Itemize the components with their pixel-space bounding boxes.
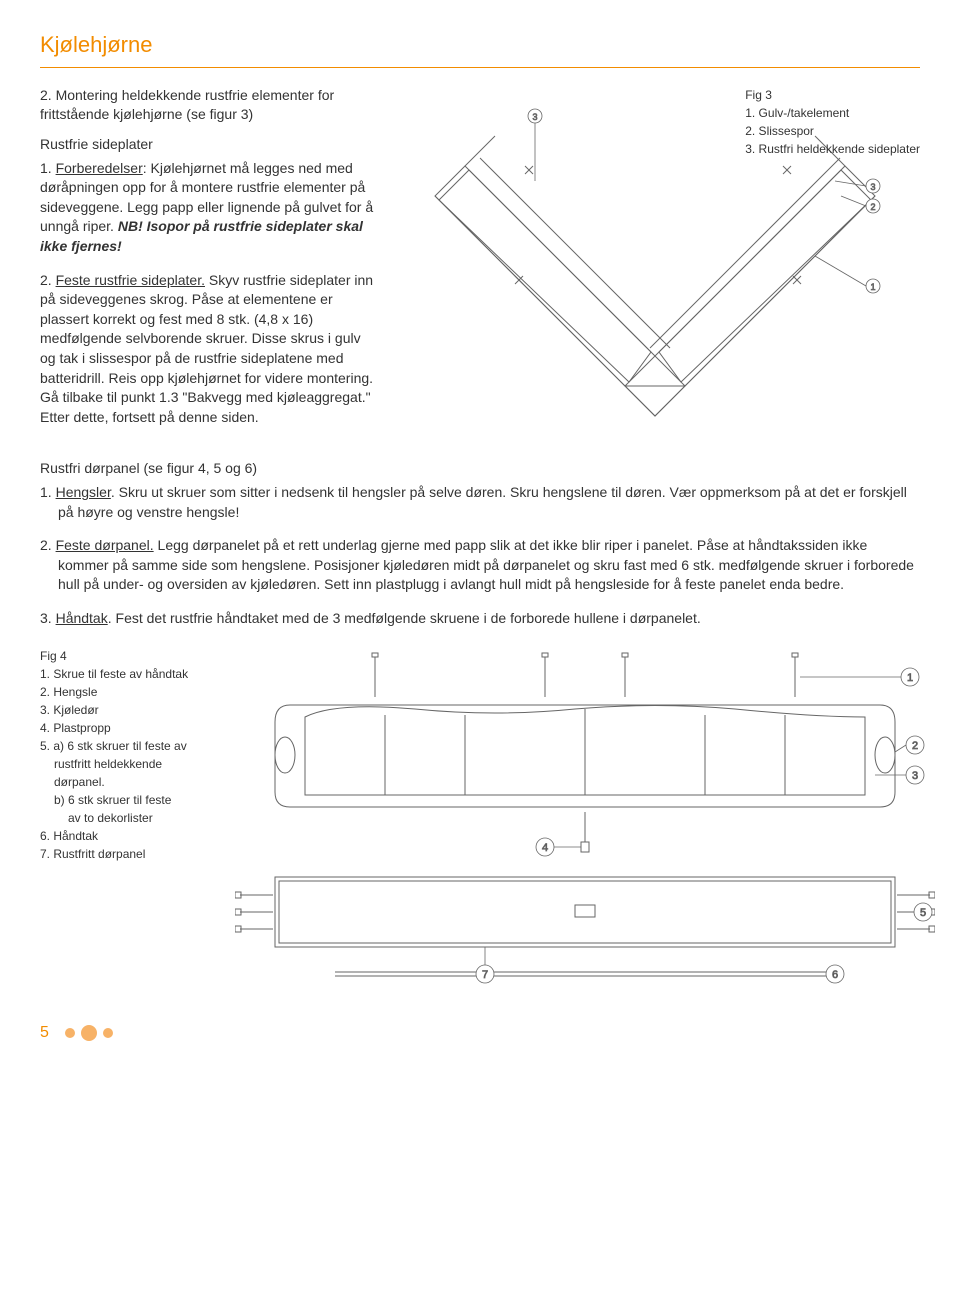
fig4-co-3: 3 (912, 770, 918, 782)
fig3-legend: Fig 3 1. Gulv-/takelement 2. Slissespor … (745, 86, 920, 158)
para-2: 2. Feste rustfrie sideplater. Skyv rustf… (40, 271, 375, 428)
fig3-title: Fig 3 (745, 86, 920, 104)
title-underline (40, 67, 920, 68)
p2-num: 2. (40, 272, 56, 288)
fig3-callout-1: 1 (870, 282, 875, 292)
fig4-legend: Fig 4 1. Skrue til feste av håndtak 2. H… (40, 647, 215, 863)
fig4-i2: 2. Hengsle (40, 683, 215, 701)
p2-term: Feste rustfrie sideplater. (56, 272, 205, 288)
dot-icon (103, 1028, 113, 1038)
fig3-item-2: 2. Slissespor (745, 122, 920, 140)
dorpanel-section: Rustfri dørpanel (se figur 4, 5 og 6) 1.… (40, 459, 920, 628)
fig3-item-3: 3. Rustfri heldekkende sideplater (745, 140, 920, 158)
d3-term: Håndtak (56, 610, 108, 626)
fig4-title: Fig 4 (40, 647, 215, 665)
para-1: 1. Forberedelser: Kjølehjørnet må legges… (40, 159, 375, 257)
d1-body: . Skru ut skruer som sitter i nedsenk ti… (58, 484, 907, 520)
fig4-co-5: 5 (920, 907, 926, 919)
figure-4-area: Fig 4 1. Skrue til feste av håndtak 2. H… (40, 647, 920, 993)
upper-content: 2. Montering heldekkende rustfrie elemen… (40, 86, 920, 452)
dot-icon (81, 1025, 97, 1041)
fig4-co-4: 4 (542, 842, 548, 854)
para-d1: 1. Hengsler. Skru ut skruer som sitter i… (40, 483, 920, 522)
fig3-callout-3: 3 (870, 182, 875, 192)
p1-num: 1. (40, 160, 56, 176)
fig4-i7: 7. Rustfritt dørpanel (40, 845, 215, 863)
d2-body: Legg dørpanelet på et rett underlag gjer… (58, 537, 914, 592)
figure-4-diagram: 1 2 3 4 5 6 7 (235, 647, 935, 987)
d2-num: 2. (40, 537, 56, 553)
page-title: Kjølehjørne (40, 30, 920, 63)
dot-icon (65, 1028, 75, 1038)
fig4-i4: 4. Plastpropp (40, 719, 215, 737)
figure-3-area: Fig 3 1. Gulv-/takelement 2. Slissespor … (395, 86, 920, 452)
fig4-i3: 3. Kjøledør (40, 701, 215, 719)
para-d3: 3. Håndtak. Fest det rustfrie håndtaket … (40, 609, 920, 629)
fig4-i6: 6. Håndtak (40, 827, 215, 845)
fig4-co-1: 1 (907, 672, 913, 684)
sideplater-heading: Rustfrie sideplater (40, 135, 375, 155)
section-heading: 2. Montering heldekkende rustfrie elemen… (40, 86, 375, 125)
fig4-co-6: 6 (832, 969, 838, 981)
fig3-callout-3b: 3 (532, 112, 537, 122)
fig4-i5a2: rustfritt heldekkende dørpanel. (40, 755, 215, 791)
page-number: 5 (40, 1022, 49, 1044)
text-column: 2. Montering heldekkende rustfrie elemen… (40, 86, 375, 452)
fig3-item-1: 1. Gulv-/takelement (745, 104, 920, 122)
dorpanel-heading: Rustfri dørpanel (se figur 4, 5 og 6) (40, 459, 920, 479)
page-footer: 5 (40, 1022, 920, 1044)
p1-term: Forberedelser (56, 160, 143, 176)
fig4-i1: 1. Skrue til feste av håndtak (40, 665, 215, 683)
d2-term: Feste dørpanel. (56, 537, 154, 553)
fig4-i5a: 5. a) 6 stk skruer til feste av (40, 737, 215, 755)
p2-body: Skyv rustfrie sideplater inn på sidevegg… (40, 272, 373, 425)
fig4-i5b2: av to dekorlister (40, 809, 215, 827)
fig4-co-2: 2 (912, 740, 918, 752)
fig4-i5b: b) 6 stk skruer til feste (40, 791, 215, 809)
fig4-co-7: 7 (482, 969, 488, 981)
figure-4-diagram-wrap: 1 2 3 4 5 6 7 (235, 647, 935, 993)
d3-num: 3. (40, 610, 56, 626)
para-d2: 2. Feste dørpanel. Legg dørpanelet på et… (40, 536, 920, 595)
d1-term: Hengsler (56, 484, 111, 500)
d3-body: . Fest det rustfrie håndtaket med de 3 m… (108, 610, 701, 626)
d1-num: 1. (40, 484, 56, 500)
fig3-callout-2: 2 (870, 202, 875, 212)
